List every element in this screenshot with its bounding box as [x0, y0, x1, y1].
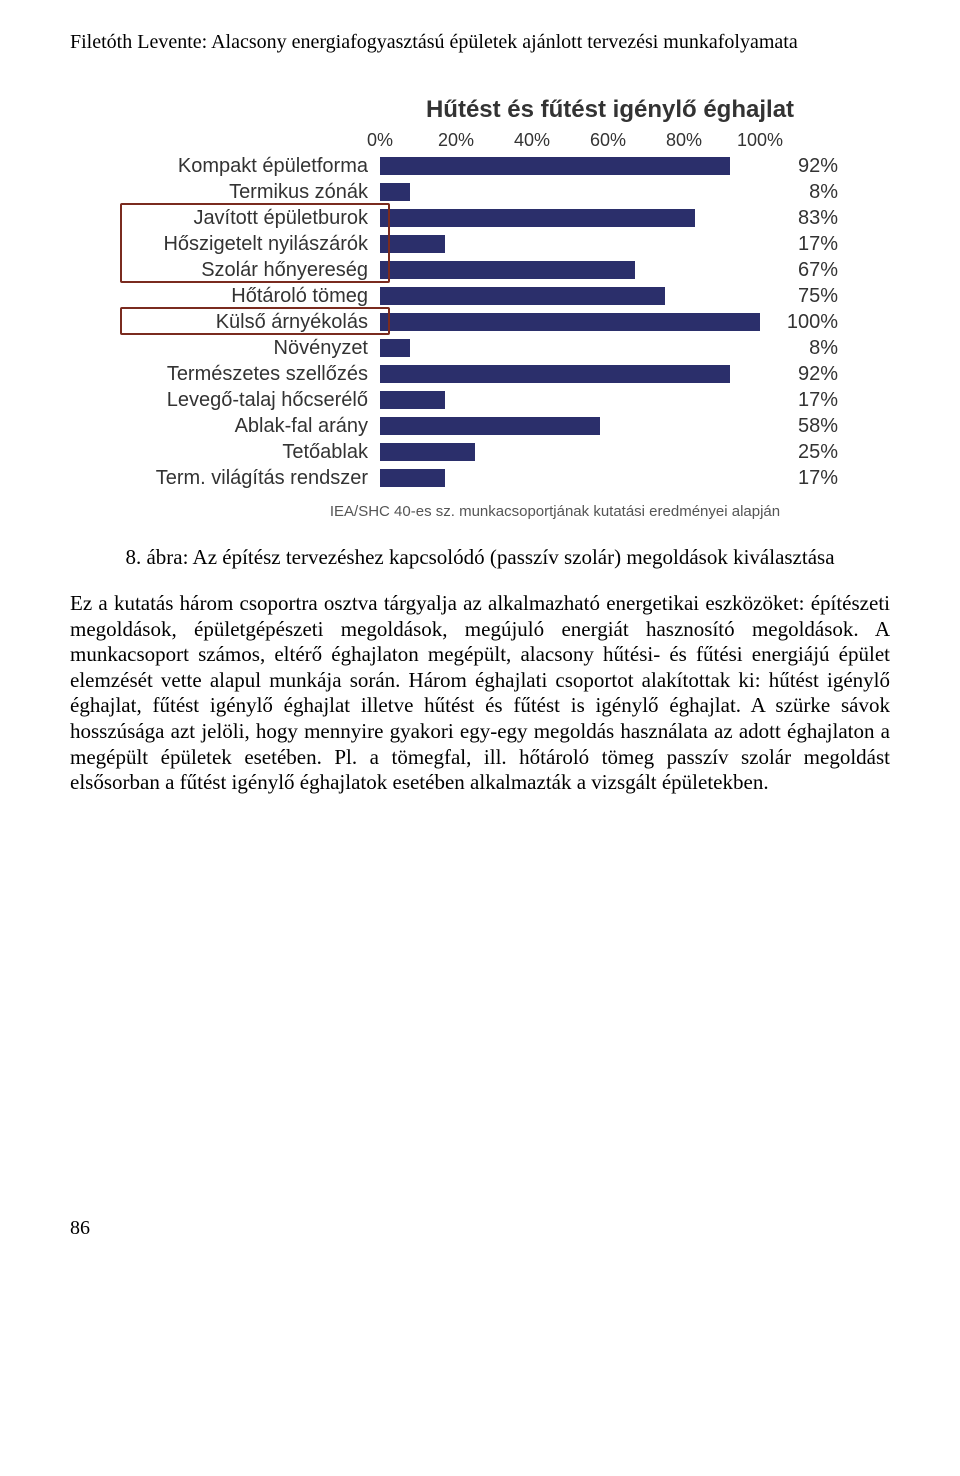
bar-row: Hőtároló tömeg 75% — [120, 283, 840, 309]
bar-label: Termikus zónák — [120, 180, 380, 205]
chart-source: IEA/SHC 40-es sz. munkacsoportjának kuta… — [270, 503, 840, 522]
figure-caption: 8. ábra: Az építész tervezéshez kapcsoló… — [70, 544, 890, 570]
running-head: Filetóth Levente: Alacsony energiafogyas… — [70, 30, 890, 55]
bar-fill — [380, 287, 665, 305]
bar-fill — [380, 235, 445, 253]
bar-fill — [380, 443, 475, 461]
bar-fill — [380, 313, 760, 331]
bar-row: Ablak-fal arány 58% — [120, 413, 840, 439]
bar-value: 67% — [760, 258, 838, 283]
bar-fill — [380, 417, 600, 435]
bar-value: 17% — [760, 466, 838, 491]
bar-value: 92% — [760, 154, 838, 179]
bar-fill — [380, 209, 695, 227]
axis-tick-label: 60% — [590, 129, 626, 152]
bar-label: Ablak-fal arány — [120, 414, 380, 439]
bar-row: Növényzet 8% — [120, 335, 840, 361]
axis-tick-label: 0% — [367, 129, 393, 152]
chart-x-axis: 0% 20% 40% 60% 80% 100% — [120, 129, 840, 151]
bar-track — [380, 209, 760, 227]
bar-label: Hőtároló tömeg — [120, 284, 380, 309]
bar-row: Tetőablak 25% — [120, 439, 840, 465]
chart-title: Hűtést és fűtést igénylő éghajlat — [380, 95, 840, 125]
bar-fill — [380, 157, 730, 175]
bar-value: 17% — [760, 232, 838, 257]
bar-track — [380, 157, 760, 175]
bar-row: Termikus zónák 8% — [120, 179, 840, 205]
bar-row: Szolár hőnyereség 67% — [120, 257, 840, 283]
axis-spacer — [120, 129, 380, 151]
bar-row: Javított épületburok 83% — [120, 205, 840, 231]
bar-value: 8% — [760, 336, 838, 361]
bar-fill — [380, 339, 410, 357]
bar-label: Levegő-talaj hőcserélő — [120, 388, 380, 413]
bar-value: 17% — [760, 388, 838, 413]
bar-track — [380, 287, 760, 305]
bar-value: 100% — [760, 310, 838, 335]
bar-value: 92% — [760, 362, 838, 387]
bar-track — [380, 391, 760, 409]
bar-row: Kompakt épületforma 92% — [120, 153, 840, 179]
bar-value: 25% — [760, 440, 838, 465]
axis-tick-label: 100% — [737, 129, 783, 152]
bar-row: Levegő-talaj hőcserélő 17% — [120, 387, 840, 413]
bar-fill — [380, 365, 730, 383]
bar-value: 58% — [760, 414, 838, 439]
bar-fill — [380, 391, 445, 409]
bar-row: Hőszigetelt nyilászárók 17% — [120, 231, 840, 257]
axis-tick-label: 40% — [514, 129, 550, 152]
axis-tick-label: 20% — [438, 129, 474, 152]
bar-label: Természetes szellőzés — [120, 362, 380, 387]
axis-tick-label: 80% — [666, 129, 702, 152]
bar-label: Szolár hőnyereség — [120, 258, 380, 283]
page: Filetóth Levente: Alacsony energiafogyas… — [0, 0, 960, 1281]
body-paragraph: Ez a kutatás három csoportra osztva tárg… — [70, 591, 890, 796]
bar-track — [380, 443, 760, 461]
bar-row: Term. világítás rendszer 17% — [120, 465, 840, 491]
bar-label: Javított épületburok — [120, 206, 380, 231]
bar-label: Tetőablak — [120, 440, 380, 465]
bar-chart: Hűtést és fűtést igénylő éghajlat 0% 20% 4… — [120, 95, 840, 522]
bar-value: 83% — [760, 206, 838, 231]
bar-track — [380, 235, 760, 253]
bar-track — [380, 339, 760, 357]
bar-track — [380, 469, 760, 487]
bar-label: Hőszigetelt nyilászárók — [120, 232, 380, 257]
axis-ticks: 0%20%40%60%80%100% — [380, 129, 760, 151]
bar-label: Kompakt épületforma — [120, 154, 380, 179]
bar-fill — [380, 261, 635, 279]
page-number: 86 — [70, 1216, 890, 1241]
bar-track — [380, 261, 760, 279]
bar-label: Külső árnyékolás — [120, 310, 380, 335]
bar-track — [380, 183, 760, 201]
bar-row: Külső árnyékolás 100% — [120, 309, 840, 335]
chart-bars-area: Kompakt épületforma92%Termikus zónák8%Ja… — [120, 153, 840, 491]
bar-track — [380, 313, 760, 331]
bar-track — [380, 365, 760, 383]
bar-label: Term. világítás rendszer — [120, 466, 380, 491]
bar-fill — [380, 183, 410, 201]
bar-fill — [380, 469, 445, 487]
bar-row: Természetes szellőzés 92% — [120, 361, 840, 387]
bar-value: 8% — [760, 180, 838, 205]
bar-value: 75% — [760, 284, 838, 309]
bar-track — [380, 417, 760, 435]
bar-label: Növényzet — [120, 336, 380, 361]
